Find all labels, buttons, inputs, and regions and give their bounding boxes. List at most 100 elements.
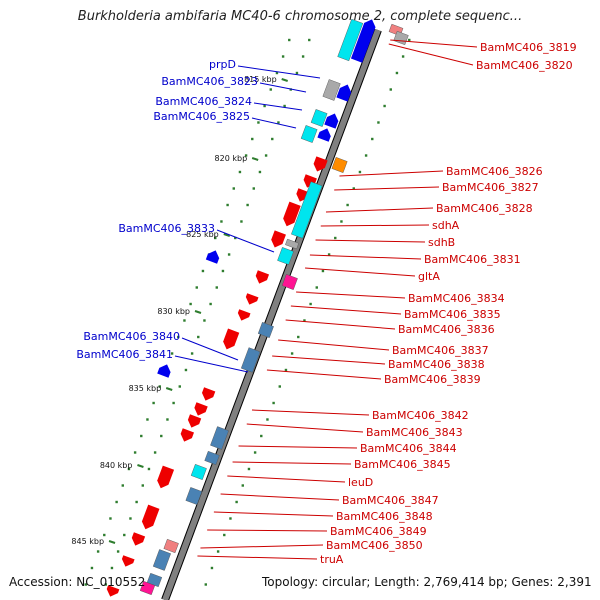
gene-arrow-reverse bbox=[141, 504, 160, 530]
inner-ring-dot bbox=[226, 203, 229, 207]
gene-arrow-reverse bbox=[121, 555, 135, 567]
leader-line bbox=[315, 239, 426, 243]
gene-arrow-reverse bbox=[106, 585, 120, 597]
gene-arrow-reverse bbox=[271, 230, 286, 248]
leader-line bbox=[220, 493, 340, 501]
leader-line bbox=[278, 339, 390, 351]
kbp-label: 820 kbp bbox=[215, 154, 248, 163]
inner-ring-dot bbox=[104, 583, 107, 586]
outer-ring-dot bbox=[204, 583, 207, 586]
gene-block bbox=[257, 322, 274, 338]
leader-line bbox=[320, 224, 430, 227]
leader-line bbox=[197, 555, 318, 560]
leader-line bbox=[390, 39, 478, 48]
gene-mark bbox=[240, 347, 261, 373]
gene-mark bbox=[271, 230, 286, 248]
gene-label-left: BamMC406_3825 bbox=[153, 110, 250, 123]
inner-ring-dot bbox=[277, 121, 280, 124]
inner-ring-dot bbox=[160, 434, 163, 438]
outer-ring-dot bbox=[383, 104, 386, 108]
inner-ring-dot bbox=[220, 220, 223, 223]
gene-arrow-reverse bbox=[245, 293, 259, 305]
gene-label-right: BamMC406_3819 bbox=[480, 41, 577, 54]
outer-ring-dot bbox=[364, 154, 368, 157]
outer-ring-dot bbox=[389, 88, 392, 91]
gene-label-right: BamMC406_3831 bbox=[424, 253, 521, 266]
inner-ring-dot bbox=[257, 121, 260, 124]
leader-line bbox=[309, 254, 422, 260]
inner-ring-dot bbox=[109, 517, 112, 520]
gene-arrow-reverse bbox=[131, 532, 146, 546]
gene-block bbox=[139, 580, 156, 596]
gene-mark bbox=[300, 125, 318, 143]
kbp-label: 835 kbp bbox=[129, 384, 162, 393]
inner-ring-dot bbox=[283, 104, 286, 108]
inner-ring-dot bbox=[264, 154, 268, 157]
gene-label-right: sdhA bbox=[432, 219, 460, 232]
inner-ring-dot bbox=[141, 484, 144, 487]
gene-arrow-reverse bbox=[157, 465, 175, 489]
gene-mark bbox=[201, 387, 216, 401]
gene-arrow-reverse bbox=[180, 428, 194, 442]
leader-line bbox=[216, 229, 275, 253]
backbone-layer bbox=[161, 28, 382, 600]
gene-block bbox=[331, 157, 348, 173]
inner-ring-dot bbox=[195, 286, 198, 289]
gene-block bbox=[190, 464, 207, 480]
outer-ring-dot bbox=[290, 352, 294, 355]
inner-ring-dot bbox=[121, 484, 124, 487]
gene-label-left: BamMC406_3841 bbox=[76, 348, 173, 361]
leader-line bbox=[174, 355, 249, 373]
inner-ring-dot bbox=[115, 500, 118, 504]
inner-ring-dot bbox=[189, 302, 192, 306]
inner-ring-dot bbox=[209, 302, 212, 306]
outer-ring-dot bbox=[266, 418, 269, 421]
kbp-tick bbox=[223, 233, 231, 237]
inner-ring-dot bbox=[190, 352, 194, 355]
gene-arrow-forward bbox=[336, 84, 352, 102]
outer-ring-dot bbox=[303, 319, 306, 322]
leader-line bbox=[253, 102, 303, 111]
gene-arrow-forward bbox=[157, 364, 171, 378]
leader-line bbox=[232, 461, 352, 465]
gene-label-left: BamMC406_3823 bbox=[161, 75, 258, 88]
inner-ring-dot bbox=[275, 71, 279, 75]
outer-ring-dot bbox=[229, 517, 232, 520]
outer-ring-dot bbox=[377, 121, 380, 124]
outer-ring-dot bbox=[340, 220, 343, 223]
gene-block bbox=[210, 426, 229, 450]
inner-ring-dot bbox=[135, 500, 138, 504]
inner-ring-dot bbox=[252, 187, 255, 190]
inner-ring-dot bbox=[96, 550, 100, 553]
gene-mark bbox=[204, 450, 220, 466]
outer-ring-dot bbox=[253, 451, 257, 454]
gene-layer bbox=[106, 18, 409, 597]
gene-label-right: BamMC406_3828 bbox=[436, 202, 533, 215]
inner-ring-dot bbox=[184, 368, 188, 372]
inner-ring-dot bbox=[201, 269, 205, 273]
gene-label-right: BamMC406_3837 bbox=[392, 344, 489, 357]
inner-ring-dot bbox=[263, 104, 266, 108]
gene-arrow-reverse bbox=[313, 156, 328, 172]
gene-mark bbox=[223, 328, 240, 350]
leader-line bbox=[325, 207, 434, 213]
accession-text: Accession: NC_010552 bbox=[9, 575, 146, 589]
leader-line bbox=[251, 117, 297, 129]
gene-label-right: BamMC406_3820 bbox=[476, 59, 573, 72]
gene-mark bbox=[313, 156, 328, 172]
gene-block bbox=[204, 450, 220, 466]
leader-line bbox=[388, 43, 474, 66]
gene-arrow-reverse bbox=[187, 414, 202, 428]
kbp-tick bbox=[108, 540, 116, 544]
gene-mark bbox=[187, 414, 202, 428]
inner-ring-dot bbox=[238, 170, 242, 174]
gene-label-right: leuD bbox=[348, 476, 373, 489]
leader-line bbox=[296, 291, 406, 299]
inner-ring-dot bbox=[90, 566, 94, 570]
gene-label-right: BamMC406_3842 bbox=[372, 409, 469, 422]
gene-mark bbox=[337, 18, 364, 62]
inner-ring-dot bbox=[232, 187, 235, 190]
gene-label-right: BamMC406_3839 bbox=[384, 373, 481, 386]
inner-ring-dot bbox=[147, 467, 151, 471]
